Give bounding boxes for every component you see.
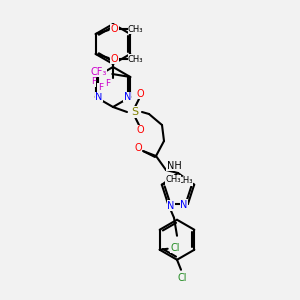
Text: NH: NH xyxy=(167,161,182,171)
Text: F: F xyxy=(105,80,110,88)
Text: CH₃: CH₃ xyxy=(128,25,143,34)
Text: O: O xyxy=(136,89,144,99)
Text: CH₃: CH₃ xyxy=(177,176,193,185)
Text: N: N xyxy=(167,201,175,211)
Text: N: N xyxy=(180,200,188,210)
Text: F: F xyxy=(98,83,103,92)
Text: CF₃: CF₃ xyxy=(90,67,106,77)
Text: N: N xyxy=(124,92,131,102)
Text: CH₃: CH₃ xyxy=(165,175,181,184)
Text: Cl: Cl xyxy=(177,273,187,283)
Text: O: O xyxy=(111,54,118,64)
Text: Cl: Cl xyxy=(171,243,180,253)
Text: CH₃: CH₃ xyxy=(128,55,143,64)
Text: O: O xyxy=(111,24,118,34)
Text: F: F xyxy=(91,77,96,86)
Text: O: O xyxy=(136,125,144,135)
Text: S: S xyxy=(131,107,139,117)
Text: N: N xyxy=(95,92,102,102)
Text: O: O xyxy=(134,143,142,153)
